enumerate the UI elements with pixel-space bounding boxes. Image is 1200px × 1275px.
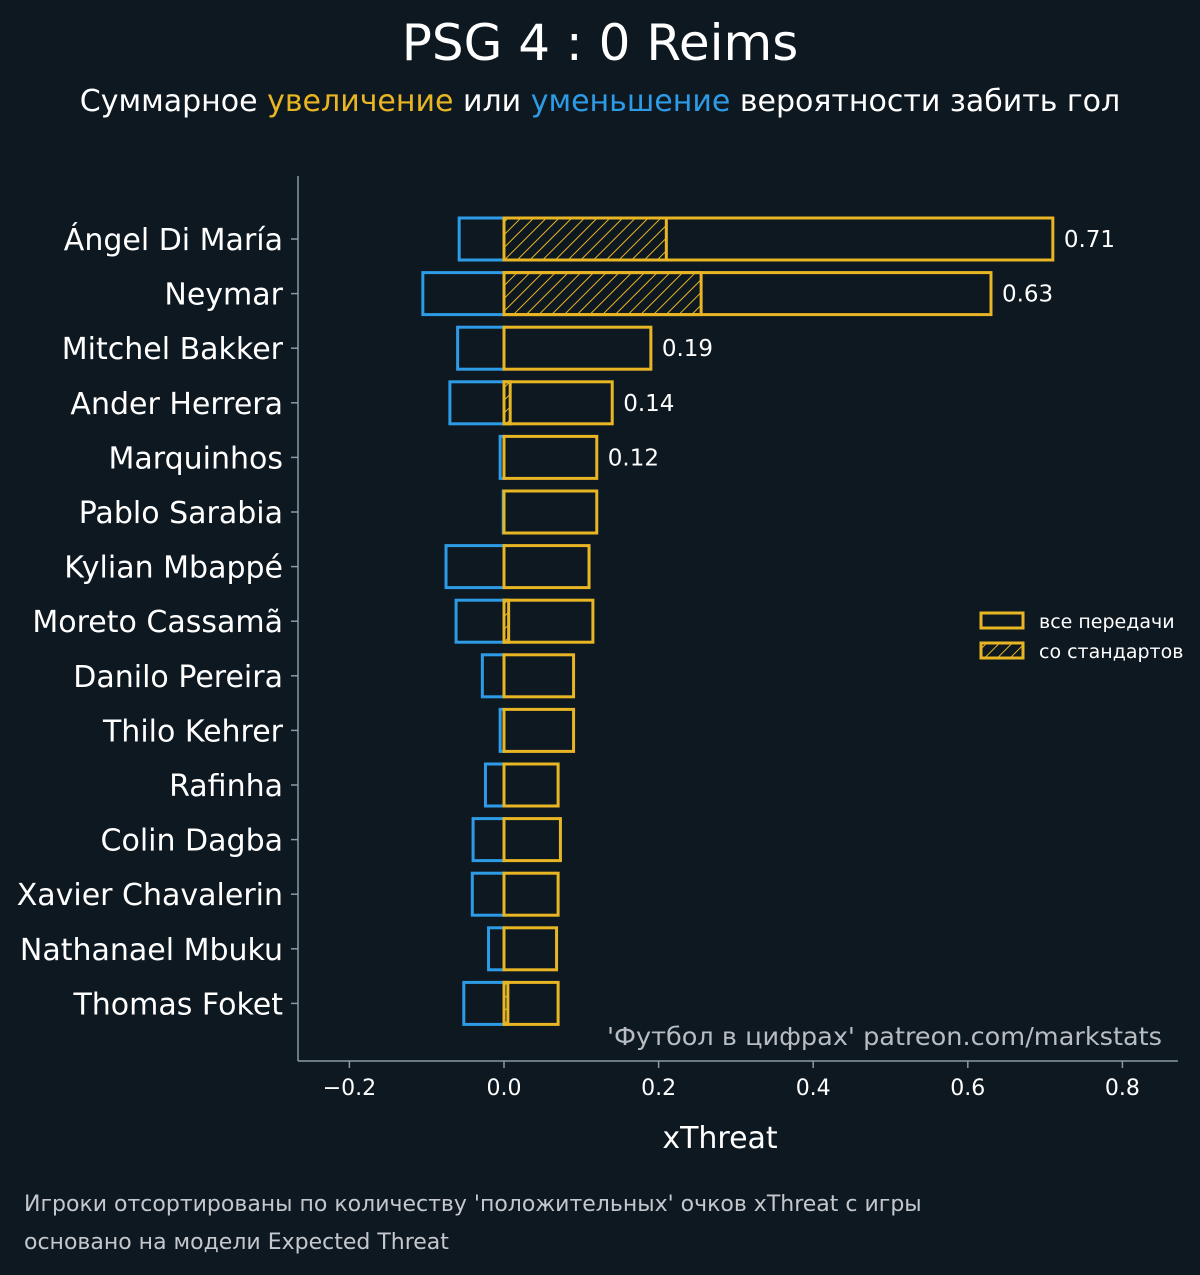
subtitle-increase-word: увеличение [267, 84, 454, 119]
player-label: Colin Dagba [101, 824, 283, 859]
player-label: Xavier Chavalerin [17, 878, 283, 913]
player-label: Thilo Kehrer [102, 714, 284, 749]
negative-bar [421, 271, 506, 317]
subtitle-prefix: Суммарное [79, 84, 268, 119]
player-label: Nathanael Mbuku [20, 933, 283, 968]
legend: все передачи со стандартов [979, 611, 1183, 663]
player-label: Mitchel Bakker [62, 332, 284, 367]
value-label: 0.19 [662, 336, 713, 362]
player-label: Moreto Cassamã [32, 605, 283, 640]
positive-bar [502, 380, 614, 426]
footnote-line-2: основано на модели Expected Threat [24, 1230, 449, 1255]
plot-area: 0.71 0.63 0.19 0.14 0.12 [421, 216, 1115, 1026]
negative-bar [448, 380, 506, 426]
positive-bar [502, 598, 595, 644]
player-label: Kylian Mbappé [64, 551, 283, 586]
legend-label-set-pieces: со стандартов [1039, 641, 1183, 663]
positive-bar [502, 707, 576, 753]
player-label: Thomas Foket [72, 987, 283, 1022]
x-axis-label: xThreat [662, 1121, 778, 1156]
negative-bar [457, 216, 506, 262]
positive-bar [502, 926, 559, 972]
subtitle-suffix: вероятности забить гол [730, 84, 1121, 119]
player-label: Rafinha [169, 769, 283, 804]
chart-subtitle: Суммарное увеличение или уменьшение веро… [0, 84, 1200, 119]
player-label: Danilo Pereira [73, 660, 283, 695]
legend-swatch-set-pieces [979, 641, 1025, 660]
x-axis-ticks: −0.2 0.0 0.2 0.4 0.6 0.8 [323, 1061, 1140, 1101]
x-tick-label: −0.2 [323, 1076, 376, 1101]
negative-bar [456, 325, 506, 371]
set-piece-bar [502, 216, 668, 262]
negative-bar [470, 871, 506, 917]
positive-bar [502, 325, 653, 371]
x-tick-label: 0.8 [1105, 1076, 1140, 1101]
negative-bar [471, 817, 506, 863]
x-tick-label: 0.2 [641, 1076, 676, 1101]
negative-bar [454, 598, 506, 644]
footnote-line-1: Игроки отсортированы по количеству 'поло… [24, 1192, 922, 1217]
value-label: 0.12 [608, 445, 659, 471]
watermark: 'Футбол в цифрах' patreon.com/markstats [607, 1022, 1162, 1051]
chart-title: PSG 4 : 0 Reims [401, 14, 799, 72]
subtitle-mid: или [453, 84, 531, 119]
value-label: 0.71 [1064, 227, 1115, 253]
value-label: 0.14 [623, 391, 674, 417]
legend-swatch-all-passes [979, 611, 1025, 630]
player-label: Marquinhos [109, 441, 283, 476]
negative-bar [487, 926, 506, 972]
y-axis-ticks: Ángel Di María Neymar Mitchel Bakker Ander … [17, 222, 298, 1022]
subtitle-decrease-word: уменьшение [530, 84, 731, 119]
legend-label-all-passes: все передачи [1039, 611, 1175, 633]
positive-bar [502, 762, 560, 808]
negative-bar [444, 544, 506, 590]
x-tick-label: 0.0 [487, 1076, 522, 1101]
player-label: Ángel Di María [64, 222, 283, 258]
value-label: 0.63 [1002, 282, 1053, 308]
player-label: Ander Herrera [70, 387, 283, 422]
positive-bar [502, 871, 560, 917]
positive-bar [502, 489, 599, 535]
x-tick-label: 0.4 [796, 1076, 831, 1101]
positive-bar [502, 271, 993, 317]
negative-bar [462, 980, 506, 1026]
negative-bar [483, 762, 506, 808]
positive-bar [502, 817, 562, 863]
positive-bar [502, 216, 1055, 262]
footnote: Игроки отсортированы по количеству 'поло… [24, 1186, 922, 1262]
positive-bar [502, 980, 560, 1026]
positive-bar [502, 653, 576, 699]
x-tick-label: 0.6 [950, 1076, 985, 1101]
set-piece-bar [502, 271, 703, 317]
negative-bar [480, 653, 506, 699]
positive-bar [502, 434, 599, 480]
positive-bar [502, 544, 591, 590]
player-label: Neymar [164, 278, 283, 313]
player-label: Pablo Sarabia [79, 496, 283, 531]
